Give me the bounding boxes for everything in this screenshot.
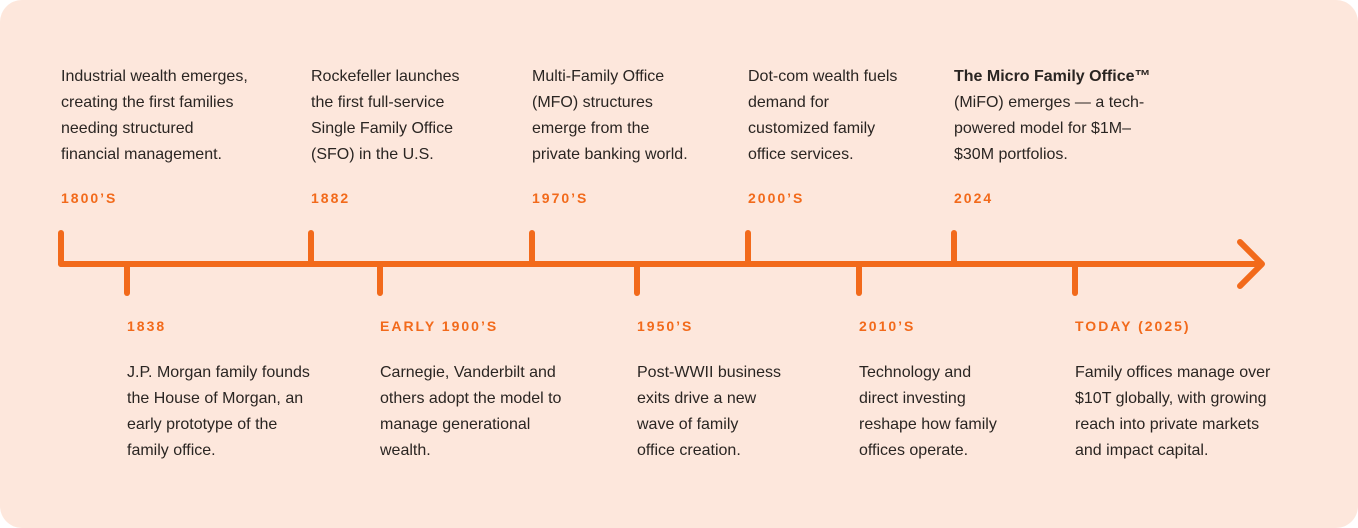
event-description-2000s: Dot-com wealth fuels demand for customiz… <box>748 68 898 163</box>
event-description-today-2025: Family offices manage over $10T globally… <box>1075 364 1271 459</box>
event-year-today-2025: TODAY (2025) <box>1075 318 1191 334</box>
event-description-1970s: Multi-Family Office (MFO) structures eme… <box>532 68 688 163</box>
event-year-1950s: 1950’S <box>637 318 694 334</box>
event-year-1800s: 1800’S <box>61 190 118 206</box>
timeline-arrowhead <box>1237 239 1265 289</box>
event-year-1882: 1882 <box>311 190 351 206</box>
event-description-1882: Rockefeller launches the first full-serv… <box>311 68 460 163</box>
event-year-2000s: 2000’S <box>748 190 805 206</box>
event-year-1838: 1838 <box>127 318 167 334</box>
event-description-early-1900s: Carnegie, Vanderbilt and others adopt th… <box>380 364 562 459</box>
event-text-2024: (MiFO) emerges — a tech- powered model f… <box>954 94 1145 163</box>
event-description-2010s: Technology and direct investing reshape … <box>859 364 997 459</box>
event-description-1800s: Industrial wealth emerges, creating the … <box>61 68 248 163</box>
event-description-1950s: Post-WWII business exits drive a new wav… <box>637 364 782 459</box>
event-description-2024: The Micro Family Office™ (MiFO) emerges … <box>954 64 1150 168</box>
mifo-title: The Micro Family Office™ <box>954 68 1151 85</box>
event-year-2024: 2024 <box>954 190 994 206</box>
event-year-early-1900s: EARLY 1900’S <box>380 318 499 334</box>
event-year-1970s: 1970’S <box>532 190 589 206</box>
event-description-1838: J.P. Morgan family founds the House of M… <box>127 364 310 459</box>
event-year-2010s: 2010’S <box>859 318 916 334</box>
